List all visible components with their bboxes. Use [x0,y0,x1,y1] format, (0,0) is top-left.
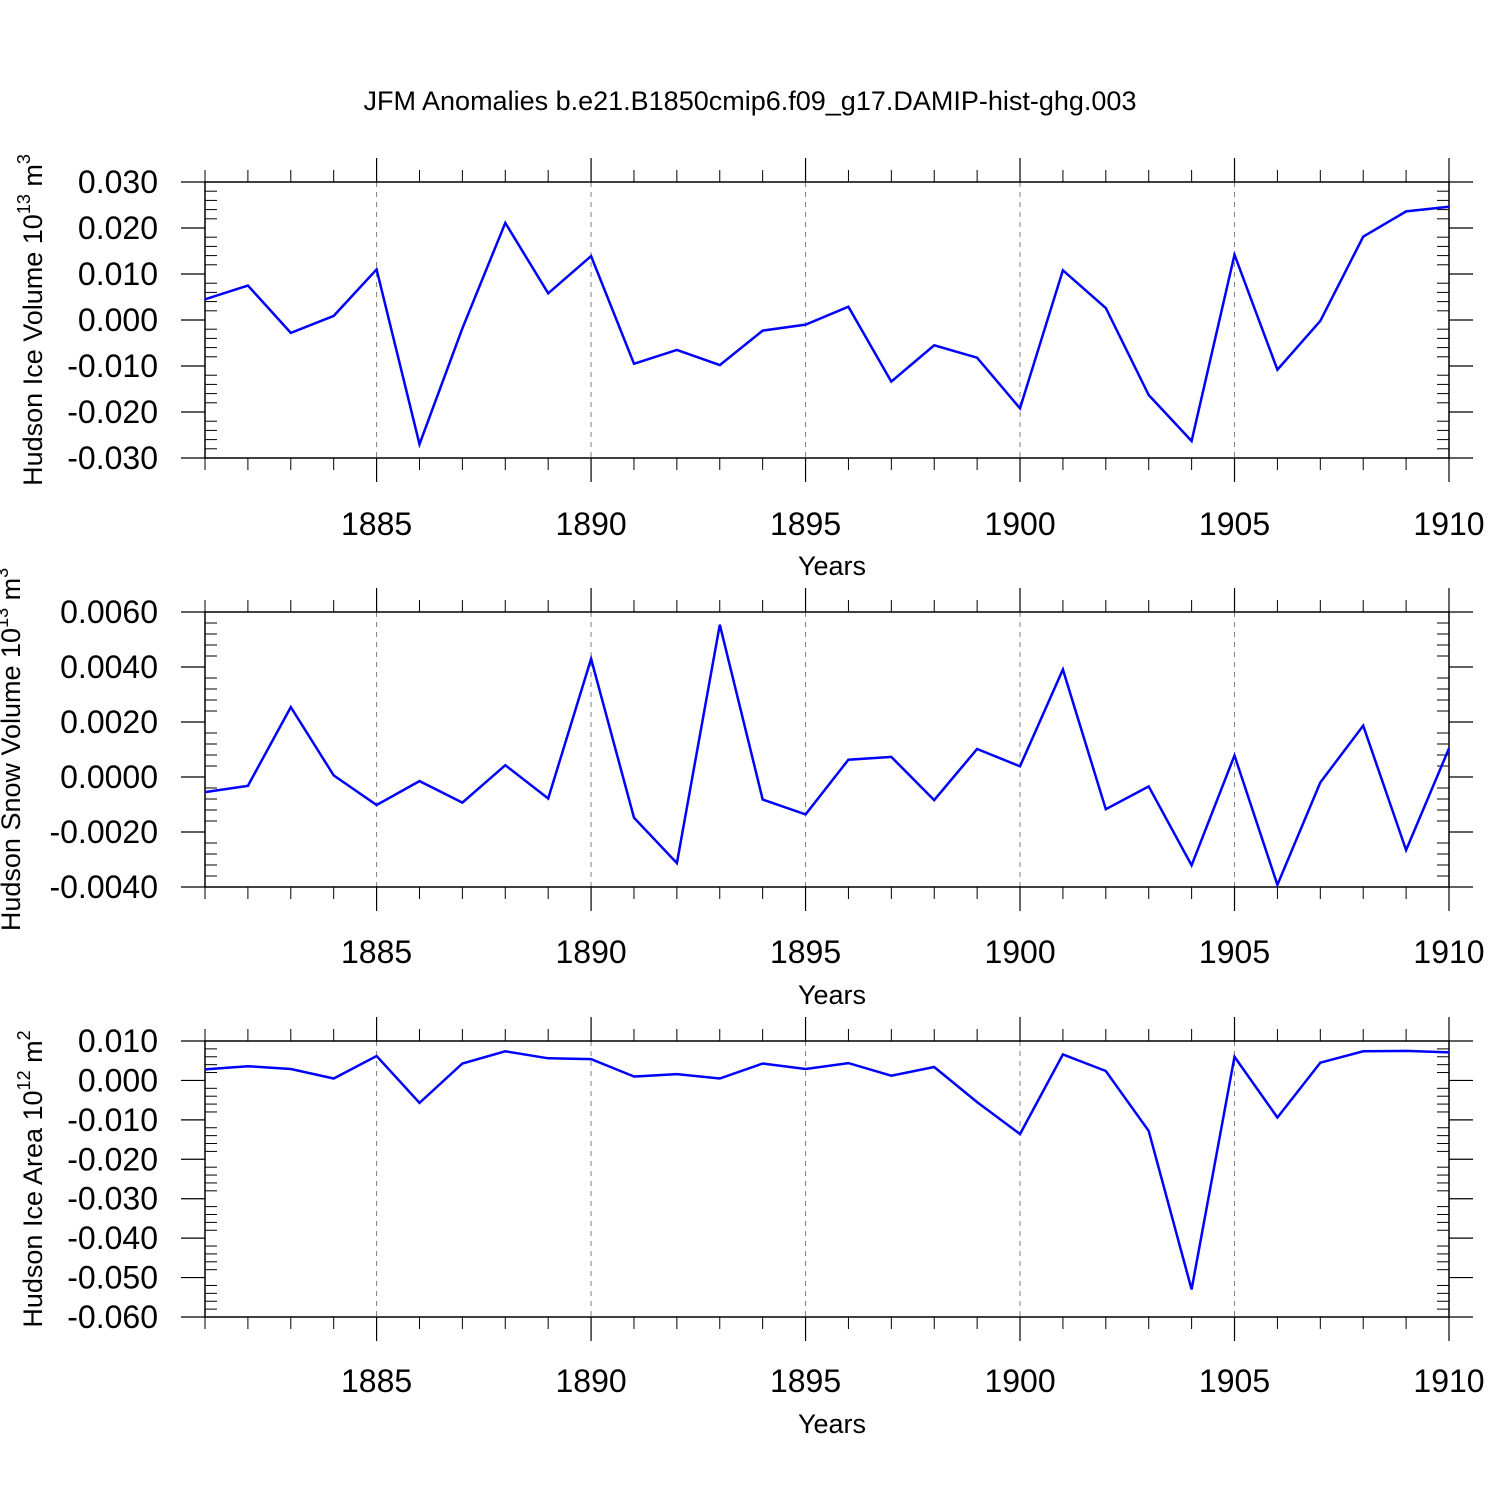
series-line [204,205,1450,449]
y-axis-unit-exponent: 13 [0,608,12,628]
y-axis-label: Hudson Ice Volume 1013 m3 [14,154,48,486]
x-tick-label: 1890 [555,506,626,542]
y-axis-unit-power: 3 [14,154,34,164]
y-tick-label: 0.020 [78,210,158,246]
x-tick-label: 1910 [1413,1363,1484,1399]
y-tick-label: -0.010 [67,348,158,384]
y-tick-label: -0.010 [67,1102,158,1138]
y-tick-label: 0.0000 [60,759,158,795]
x-tick-label: 1905 [1199,506,1270,542]
x-tick-label: 1910 [1413,506,1484,542]
x-tick-label: 1890 [555,934,626,970]
x-tick-label: 1905 [1199,934,1270,970]
y-tick-label: -0.0020 [49,814,158,850]
y-axis-unit-power: 2 [14,1030,34,1040]
y-tick-label: -0.060 [67,1299,158,1335]
y-tick-label: 0.010 [78,256,158,292]
ice-volume-panel: 1885 1890 1895 1900 1905 1910 0.030 0.020 0.010 0… [14,154,1485,581]
y-tick-label: -0.040 [67,1220,158,1256]
y-tick-label: -0.030 [67,1181,158,1217]
y-axis-unit: m [0,578,26,608]
x-tick-label: 1900 [984,1363,1055,1399]
x-tick-label: 1890 [555,1363,626,1399]
y-tick-label: 0.030 [78,164,158,200]
y-tick-label: 0.010 [78,1023,158,1059]
y-tick-label: 0.0040 [60,649,158,685]
plot-frame [204,181,1450,459]
y-axis-unit-base: 10 [18,214,48,244]
y-tick-label: -0.030 [67,440,158,476]
y-tick-label: -0.020 [67,394,158,430]
y-tick-label: 0.000 [78,1062,158,1098]
x-tick-label: 1900 [984,934,1055,970]
x-axis-label: Years [798,1409,866,1439]
y-axis-label: Hudson Snow Volume 1013 m3 [0,568,26,931]
series-line [204,624,1451,889]
series-line [204,1049,1450,1290]
x-tick-label: 1895 [770,1363,841,1399]
y-axis-unit-base: 10 [0,628,26,658]
y-axis-label-text: Hudson Snow Volume [0,658,26,931]
x-tick-label: 1885 [341,506,412,542]
x-tick-label: 1910 [1413,934,1484,970]
y-axis-unit-power: 3 [0,568,12,578]
x-axis-label: Years [798,551,866,581]
y-axis-unit-base: 10 [18,1090,48,1120]
x-tick-label: 1885 [341,934,412,970]
y-axis-label: Hudson Ice Area 1012 m2 [14,1030,48,1327]
x-tick-label: 1905 [1199,1363,1270,1399]
y-tick-label: 0.000 [78,302,158,338]
figure-title: JFM Anomalies b.e21.B1850cmip6.f09_g17.D… [364,86,1137,116]
x-tick-label: 1900 [984,506,1055,542]
y-tick-label: -0.020 [67,1141,158,1177]
y-tick-label: -0.050 [67,1260,158,1296]
y-axis-unit-exponent: 12 [14,1070,34,1090]
y-tick-label: -0.0040 [49,869,158,905]
y-axis-label-text: Hudson Ice Volume [18,244,48,486]
x-tick-label: 1895 [770,934,841,970]
x-tick-label: 1895 [770,506,841,542]
y-axis-unit: m [18,164,48,194]
y-axis-unit-exponent: 13 [14,194,34,214]
x-tick-label: 1885 [341,1363,412,1399]
x-axis-label: Years [798,980,866,1010]
snow-volume-panel: 1885 1890 1895 1900 1905 1910 0.0060 0.0040 0.00… [0,568,1485,1010]
plot-frame [204,1040,1450,1318]
y-tick-label: 0.0020 [60,704,158,740]
y-axis-unit: m [18,1040,48,1070]
y-axis-label-text: Hudson Ice Area [18,1120,48,1327]
y-tick-label: 0.0060 [60,594,158,630]
